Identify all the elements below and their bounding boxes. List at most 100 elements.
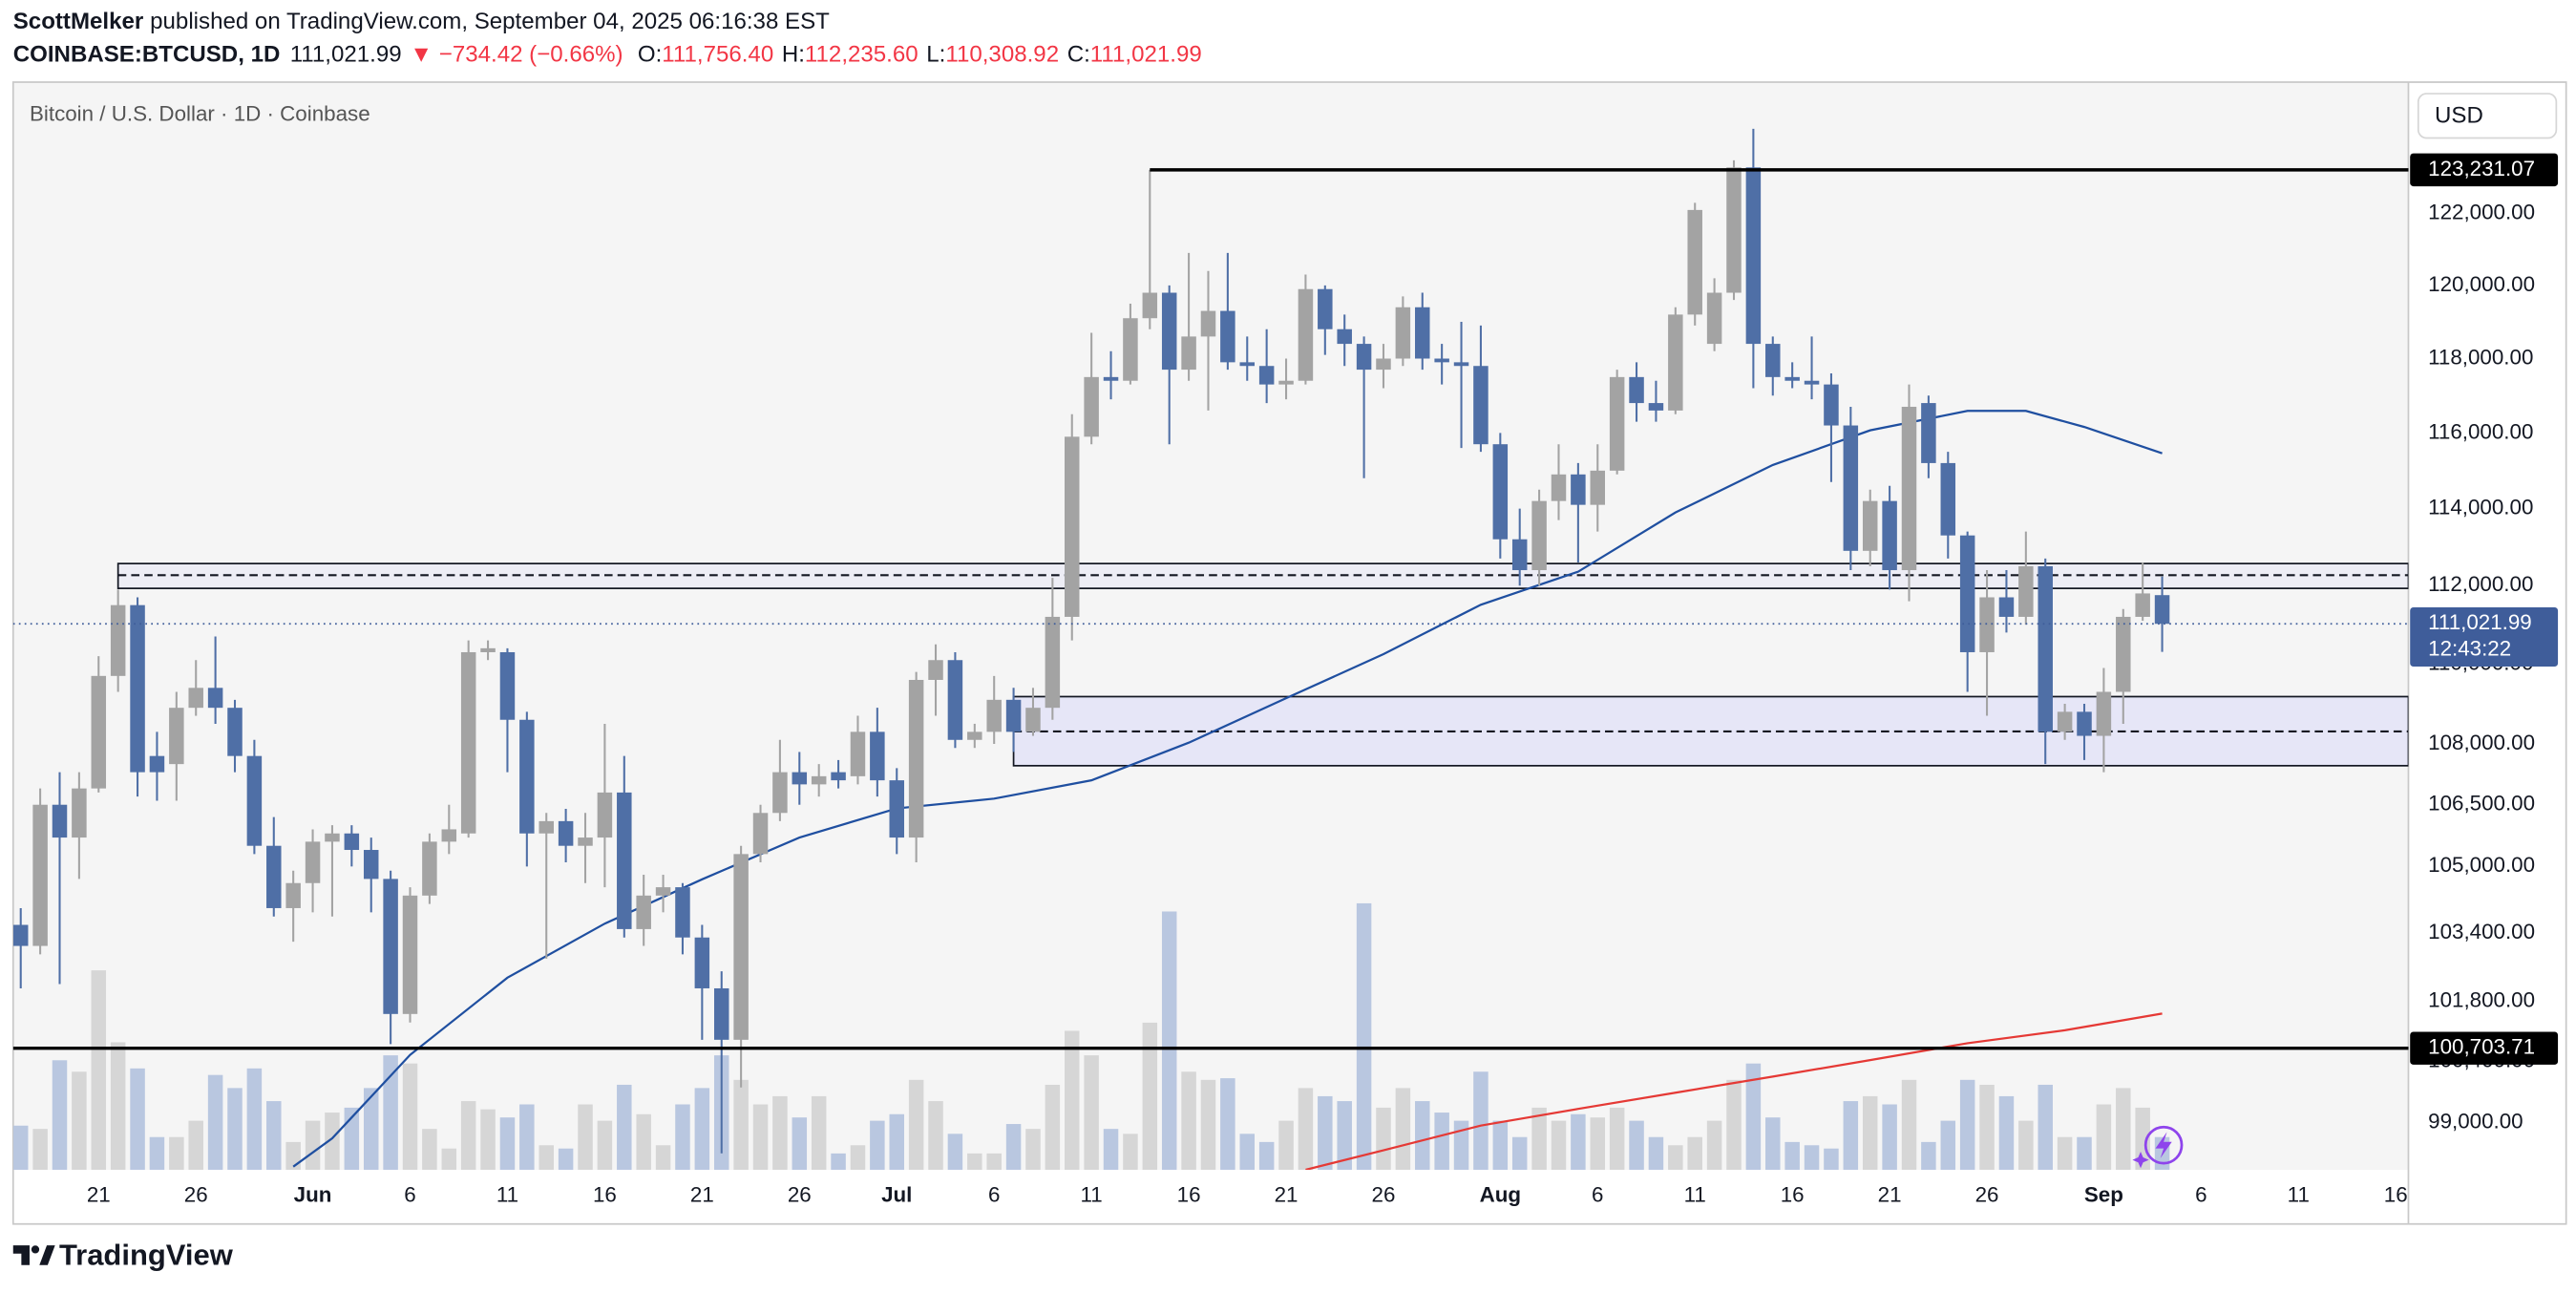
y-tick-label: 120,000.00 <box>2428 272 2535 296</box>
volume-bar <box>499 1117 516 1170</box>
candle-body <box>2038 565 2053 732</box>
volume-bar <box>1142 1022 1158 1170</box>
logo-mark <box>12 1245 30 1265</box>
volume-bar <box>1376 1107 1391 1170</box>
candle-body <box>1511 539 1528 571</box>
volume-bar <box>694 1088 710 1170</box>
last-price-box <box>2410 607 2559 667</box>
candle-body <box>519 719 535 834</box>
candle-body <box>1531 500 1547 571</box>
volume-bar <box>675 1104 690 1170</box>
volume-bar <box>792 1117 808 1170</box>
ohlc-value: 110,308.92 <box>945 42 1059 68</box>
volume-bar <box>72 1071 87 1170</box>
volume-bar <box>1765 1117 1781 1170</box>
candle-body <box>831 772 846 781</box>
volume-bar <box>480 1109 496 1170</box>
volume-bar <box>402 1063 418 1170</box>
candle-body <box>2135 593 2150 617</box>
logo-slash <box>39 1245 55 1265</box>
x-tick-label: 26 <box>1975 1182 1999 1206</box>
volume-bar <box>908 1079 924 1170</box>
icon-bolt <box>2155 1132 2172 1158</box>
candle-body <box>1706 292 1722 345</box>
candle-body <box>713 987 729 1040</box>
x-tick-label: 26 <box>788 1182 812 1206</box>
moving-average <box>292 410 2163 1168</box>
volume-bar <box>1862 1095 1878 1170</box>
x-tick-label: 21 <box>1878 1182 1902 1206</box>
candle-body <box>363 850 379 880</box>
volume-bar <box>149 1136 165 1170</box>
candle-body <box>1979 597 1995 652</box>
brand-logo <box>12 1245 55 1265</box>
candle-body <box>266 845 282 908</box>
candle-body <box>1921 403 1936 463</box>
candle-body <box>850 731 866 776</box>
currency-button[interactable] <box>2417 93 2558 139</box>
volume-bar <box>363 1088 379 1170</box>
volume-bar <box>1843 1101 1859 1170</box>
candle-body <box>344 833 360 851</box>
volume-bar <box>1065 1030 1080 1170</box>
candle-body <box>1668 314 1683 411</box>
volume-bar <box>227 1088 243 1170</box>
candle-body <box>1804 380 1820 385</box>
candle-body <box>928 660 943 680</box>
axis-layer: 99,000.00100,400.00101,800.00103,400.001… <box>87 153 2559 1206</box>
x-tick-label: 6 <box>2195 1182 2206 1206</box>
y-tick-label: 101,800.00 <box>2428 987 2535 1011</box>
candle-body <box>110 604 126 676</box>
x-tick-label: 21 <box>87 1182 111 1206</box>
volume-bar <box>1531 1107 1547 1170</box>
volume-bar <box>2135 1107 2150 1170</box>
published: published on TradingView.com, September … <box>150 9 830 34</box>
candle-body <box>1220 310 1235 363</box>
candle-body <box>986 699 1002 732</box>
volume-bar <box>344 1107 360 1170</box>
candle-body <box>1492 444 1509 540</box>
brand-name: TradingView <box>59 1238 234 1271</box>
candle-body <box>558 820 574 846</box>
candle-body <box>91 675 107 789</box>
candle-body <box>1084 376 1099 437</box>
chart-title: Bitcoin / U.S. Dollar · 1D · Coinbase <box>30 101 370 125</box>
volume-bar <box>1609 1107 1625 1170</box>
candle-body <box>1337 329 1352 345</box>
candle-body <box>752 813 769 855</box>
volume-bar <box>1453 1120 1469 1170</box>
candle-body <box>1609 376 1625 471</box>
candle-body <box>207 688 223 709</box>
candle-body <box>246 755 263 846</box>
x-tick-label: 21 <box>1275 1182 1299 1206</box>
x-tick-label: 6 <box>1592 1182 1603 1206</box>
candle-body <box>1395 307 1411 359</box>
y-tick-label: 103,400.00 <box>2428 920 2535 943</box>
volume-bar <box>91 970 107 1170</box>
candle-body <box>32 804 48 946</box>
volume-bar <box>1687 1136 1702 1170</box>
candle-body <box>52 804 68 838</box>
volume-bar <box>578 1104 593 1170</box>
volume-bar <box>1161 911 1177 1170</box>
candle-body <box>149 755 165 773</box>
volume-bar <box>1940 1120 1956 1170</box>
candle-body <box>947 660 963 740</box>
ohlc-value: 111,021.99 <box>1090 42 1202 68</box>
candle-body <box>1765 344 1781 377</box>
volume-bar <box>1181 1071 1196 1170</box>
candle-body <box>1745 167 1762 345</box>
assistant-icon[interactable] <box>2132 1125 2184 1169</box>
volume-bar <box>870 1120 885 1170</box>
volume-bar <box>1706 1120 1722 1170</box>
x-tick-label: 16 <box>2384 1182 2408 1206</box>
volume-bar <box>1921 1141 1936 1170</box>
candle-body <box>499 651 516 720</box>
currency-label[interactable]: USD <box>2435 103 2483 129</box>
publish-line: ScottMelker published on TradingView.com,… <box>13 9 830 34</box>
volume-bar <box>1571 1113 1586 1170</box>
candle-body <box>889 780 904 838</box>
x-tick-label: Sep <box>2084 1182 2123 1206</box>
volume-bar <box>519 1104 535 1170</box>
volume-bar <box>1824 1148 1839 1170</box>
